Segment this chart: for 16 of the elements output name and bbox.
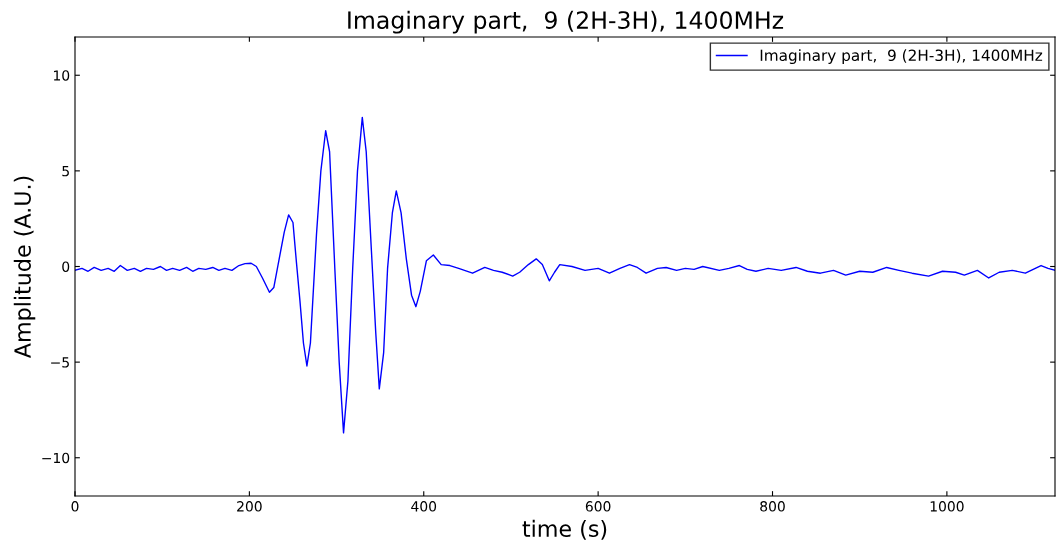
chart-title: Imaginary part, 9 (2H-3H), 1400MHz — [348, 10, 784, 34]
y-tick-label: −5 — [51, 357, 69, 368]
x-tick-label: 200 — [237, 501, 262, 512]
y-axis-title: Amplitude (A.U.) — [13, 176, 36, 359]
x-tick-label: 600 — [585, 501, 611, 512]
legend-label: Imaginary part, 9 (2H-3H), 1400MHz — [760, 49, 1043, 65]
x-tick-label: 0 — [71, 501, 79, 512]
x-tick-label: 800 — [760, 501, 785, 512]
y-tick-label: 10 — [53, 70, 70, 81]
line-series — [75, 116, 1055, 434]
x-tick-label: 1000 — [930, 501, 964, 512]
x-tick-label: 400 — [411, 501, 437, 512]
y-tick-label: 5 — [62, 166, 69, 177]
y-tick-label: −10 — [42, 452, 70, 464]
y-tick-label: 0 — [62, 261, 70, 272]
x-axis-title: time (s) — [522, 519, 607, 540]
